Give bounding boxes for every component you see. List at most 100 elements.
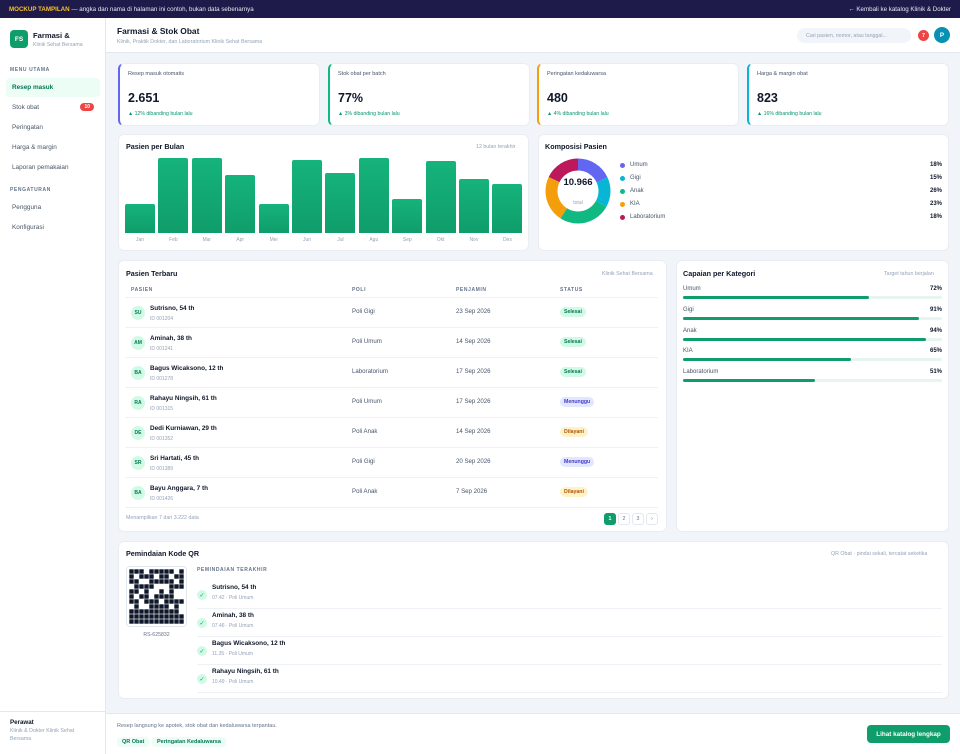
scan-patient-name: Bagus Wicaksono, 12 th: [212, 640, 286, 647]
target-percent: 94%: [929, 327, 942, 334]
target-track: [683, 379, 942, 383]
patient-avatar: SR: [131, 456, 145, 470]
legend-item-laboratorium: Laboratorium 18%: [620, 211, 942, 223]
stat-value: 823: [757, 91, 778, 105]
sidebar-item-label: Stok obat: [12, 104, 40, 111]
target-progress: [683, 358, 852, 362]
page-title: Farmasi & Stok Obat: [117, 26, 200, 36]
search-input[interactable]: Cari pasien, nomor, atau tanggal...: [797, 28, 911, 43]
bar-apr: [225, 175, 256, 233]
sidebar: FS Farmasi & Klinik Sehat Bersama MENU U…: [0, 18, 106, 754]
month-label: Mei: [269, 237, 278, 243]
back-to-catalog-link[interactable]: ← Kembali ke katalog Klinik & Dokter: [848, 5, 951, 13]
patient-name: Aminah, 38 th: [150, 335, 192, 342]
stat-card-stok: Stok obat per batch 77% ▲ 3% dibanding b…: [328, 63, 530, 126]
poli-cell: Laboratorium: [352, 368, 388, 375]
legend-swatch: [620, 201, 625, 207]
legend-percent: 18%: [929, 214, 942, 220]
legend-percent: 18%: [929, 162, 942, 168]
brand-subtitle: Klinik Sehat Bersama: [33, 41, 83, 48]
scan-meta: 07.42 · Poli Umum: [212, 595, 254, 601]
mockup-text: — angka dan nama di halaman ini contoh, …: [71, 5, 254, 13]
qr-note: QR Obat · pindai sekali, tercatat seketi…: [831, 551, 928, 557]
footer-bar: Resep langsung ke apotek, stok obat dan …: [106, 713, 960, 754]
table-row[interactable]: SR Sri Hartati, 45 th ID 001389 Poli Gigi 20…: [125, 448, 658, 478]
target-row-kia: KIA 65%: [683, 348, 942, 368]
bar-des: [492, 184, 523, 233]
patient-name: Sutrisno, 54 th: [150, 305, 195, 312]
column-header-pasien: PASIEN: [131, 287, 153, 293]
page-1-button[interactable]: 1: [604, 513, 616, 525]
target-label: Laboratorium: [683, 369, 719, 376]
sidebar-item-harga-margin[interactable]: Harga & margin: [6, 138, 100, 157]
sidebar-item-laporan[interactable]: Laporan pemakaian: [6, 158, 100, 177]
date-cell: 17 Sep 2026: [456, 368, 491, 375]
table-row[interactable]: SU Sutrisno, 54 th ID 001204 Poli Gigi 23 Se…: [125, 298, 658, 328]
patient-id: ID 001352: [150, 436, 174, 442]
composition-title: Komposisi Pasien: [545, 142, 607, 151]
patient-name: Rahayu Ningsih, 61 th: [150, 395, 217, 402]
stat-delta: ▲ 12% dibanding bulan lalu: [128, 111, 193, 117]
patient-name: Dedi Kurniawan, 29 th: [150, 425, 217, 432]
month-label: Des: [502, 237, 512, 243]
sidebar-item-konfigurasi[interactable]: Konfigurasi: [6, 218, 100, 237]
monthly-chart-title: Pasien per Bulan: [126, 142, 185, 151]
catalog-cta-button[interactable]: Lihat katalog lengkap: [867, 725, 950, 743]
legend-item-gigi: Gigi 15%: [620, 172, 942, 184]
table-row[interactable]: RA Rahayu Ningsih, 61 th ID 001315 Poli Umu…: [125, 388, 658, 418]
qr-card: [118, 541, 949, 699]
patient-avatar: SU: [131, 306, 145, 320]
user-avatar[interactable]: P: [934, 27, 950, 43]
page-3-button[interactable]: 3: [632, 513, 644, 525]
list-item[interactable]: ✓ Sutrisno, 54 th 07.42 · Poli Umum: [197, 581, 942, 609]
section-label-main: MENU UTAMA: [10, 67, 50, 73]
stat-delta: ▲ 4% dibanding bulan lalu: [547, 111, 609, 117]
month-label: Sep: [402, 237, 412, 243]
sidebar-item-peringatan[interactable]: Peringatan: [6, 118, 100, 137]
page-2-button[interactable]: 2: [618, 513, 630, 525]
stat-value: 77%: [338, 91, 364, 105]
patient-name: Bagus Wicaksono, 12 th: [150, 365, 224, 372]
target-label: Anak: [683, 327, 697, 334]
table-row[interactable]: BA Bayu Anggara, 7 th ID 001426 Poli Anak 7 …: [125, 478, 658, 508]
bar-jun: [292, 160, 322, 233]
sidebar-item-label: Harga & margin: [12, 144, 57, 151]
legend-label: Laboratorium: [630, 214, 666, 220]
list-item[interactable]: ✓ Bagus Wicaksono, 12 th 11.35 · Poli Umum: [197, 637, 942, 665]
month-label: Jul: [337, 237, 344, 243]
sidebar-item-pengguna[interactable]: Pengguna: [6, 198, 100, 217]
legend-percent: 23%: [929, 201, 942, 207]
target-track: [683, 337, 942, 341]
targets-card: [676, 260, 949, 532]
sidebar-item-label: Laporan pemakaian: [12, 164, 69, 171]
check-icon: ✓: [197, 590, 207, 600]
list-item[interactable]: ✓ Rahayu Ningsih, 61 th 10.49 · Poli Umum: [197, 665, 942, 693]
patient-name: Bayu Anggara, 7 th: [150, 485, 208, 492]
stat-card-harga: Harga & margin obat 823 ▲ 16% dibanding …: [747, 63, 949, 126]
status-badge: Menunggu: [560, 457, 595, 467]
patient-id: ID 001426: [150, 496, 174, 502]
sidebar-item-label: Pengguna: [12, 204, 42, 211]
composition-total: 10.966: [563, 177, 593, 188]
bar-sep: [392, 198, 423, 233]
table-row[interactable]: BA Bagus Wicaksono, 12 th ID 001278 Laborat…: [125, 358, 658, 388]
table-row[interactable]: DE Dedi Kurniawan, 29 th ID 001352 Poli Ana…: [125, 418, 658, 448]
recent-scans-label: PEMINDAIAN TERAKHIR: [197, 567, 268, 573]
notification-badge[interactable]: 7: [918, 30, 929, 41]
bar-jan: [125, 203, 155, 233]
brand: FS Farmasi & Klinik Sehat Bersama: [10, 30, 83, 48]
legend-swatch: [620, 175, 625, 181]
table-row[interactable]: AM Aminah, 38 th ID 001241 Poli Umum 14 Sep …: [125, 328, 658, 358]
list-item[interactable]: ✓ Aminah, 38 th 07.46 · Poli Umum: [197, 609, 942, 637]
target-progress: [683, 337, 927, 341]
mockup-note: MOCKUP TAMPILAN — angka dan nama di hala…: [9, 6, 254, 13]
sidebar-item-stok-obat[interactable]: Stok obat 10: [6, 98, 100, 117]
poli-cell: Poli Anak: [352, 488, 378, 495]
target-track: [683, 358, 942, 362]
target-progress: [683, 296, 870, 299]
sidebar-item-resep-masuk[interactable]: Resep masuk: [6, 78, 100, 97]
legend-label: Umum: [630, 162, 648, 168]
patient-id: ID 001278: [150, 376, 174, 382]
legend-percent: 26%: [929, 188, 942, 194]
next-page-button[interactable]: ›: [646, 513, 658, 525]
